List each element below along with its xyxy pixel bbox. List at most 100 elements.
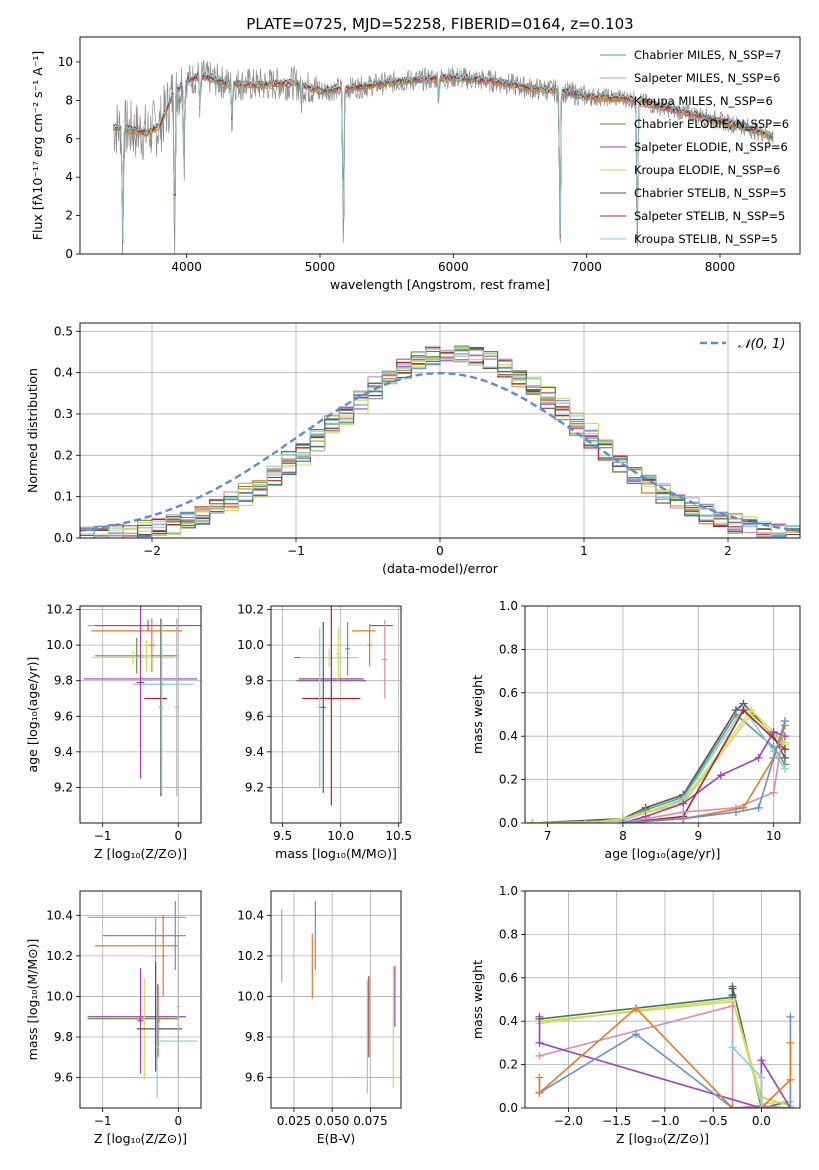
legend-label: Salpeter MILES, N_SSP=6 xyxy=(634,71,780,85)
x-axis-label: wavelength [Angstrom, rest frame] xyxy=(330,277,550,292)
x-tick-label: −1 xyxy=(94,1114,112,1128)
y-tick-label: 2 xyxy=(65,209,73,223)
x-tick-label: −1.5 xyxy=(602,1114,631,1128)
x-tick-label: 0 xyxy=(174,829,182,843)
axes-frame xyxy=(524,605,801,824)
y-axis-label: mass weight xyxy=(470,675,485,754)
mass-weight-marker xyxy=(754,803,763,812)
data-spectrum-line xyxy=(112,60,774,254)
mass-weight-marker xyxy=(581,819,590,823)
mass-weight-marker xyxy=(786,1104,795,1108)
mass-weight-line xyxy=(622,708,786,823)
legend-label: Kroupa MILES, N_SSP=6 xyxy=(634,94,773,108)
mass-weight-marker xyxy=(786,1012,795,1021)
x-tick-label: 1 xyxy=(580,544,588,558)
x-tick-label: 8000 xyxy=(705,260,736,274)
x-tick-label: 0 xyxy=(174,1114,182,1128)
y-tick-label: 0.0 xyxy=(499,1101,518,1115)
y-tick-label: 9.2 xyxy=(54,780,73,794)
x-axis-label: Z [log₁₀(Z/Z⊙)] xyxy=(94,1131,187,1146)
y-tick-label: 10.0 xyxy=(46,638,73,652)
x-tick-label: −2.0 xyxy=(554,1114,583,1128)
mass-weight-line xyxy=(532,713,786,823)
mass-weight-line xyxy=(532,713,786,823)
y-tick-label: 10.0 xyxy=(237,989,264,1003)
y-tick-label: 0.4 xyxy=(499,1014,518,1028)
x-tick-label: −1.0 xyxy=(650,1114,679,1128)
y-tick-label: 0.0 xyxy=(499,816,518,830)
y-tick-label: 9.6 xyxy=(245,1071,264,1085)
mass-weight-marker xyxy=(780,745,789,754)
x-tick-label: 0.050 xyxy=(315,1114,349,1128)
mass-weight-line xyxy=(731,1046,763,1108)
x-tick-label: 0.075 xyxy=(353,1114,387,1128)
mass-weight-marker xyxy=(728,984,737,993)
panel-mass-weight-vs-age: 7 8 9 10 0.0 0.2 0.4 0.6 0.8 1.0 age [log₁₀(age/yr… xyxy=(470,599,801,861)
y-tick-label: 9.6 xyxy=(245,709,264,723)
mass-weight-marker xyxy=(728,1104,737,1108)
x-axis-label: (data-model)/error xyxy=(382,561,499,576)
mass-weight-marker xyxy=(535,1038,544,1047)
mass-weight-marker xyxy=(769,727,778,736)
mass-weight-line xyxy=(532,708,786,823)
y-axis-label: mass [log₁₀(M/M⊙)] xyxy=(25,939,40,1061)
x-tick-label: 0.0 xyxy=(752,1114,771,1128)
y-tick-label: 10.4 xyxy=(237,908,264,922)
y-tick-label: 10.2 xyxy=(46,603,73,617)
mass-weight-marker xyxy=(757,1073,766,1082)
y-tick-label: 0.4 xyxy=(54,366,73,380)
y-tick-label: 9.2 xyxy=(245,780,264,794)
axes-frame xyxy=(79,890,202,1109)
x-tick-label: −1 xyxy=(287,544,305,558)
x-tick-label: 5000 xyxy=(305,260,336,274)
axes-frame xyxy=(524,890,801,1109)
plot-area xyxy=(112,60,774,254)
plot-area xyxy=(87,901,198,1098)
legend-label: Salpeter STELIB, N_SSP=5 xyxy=(634,209,785,223)
x-tick-label: 7000 xyxy=(571,260,602,274)
y-tick-label: 9.4 xyxy=(54,745,73,759)
mass-weight-marker xyxy=(786,1038,795,1047)
y-tick-label: 10 xyxy=(58,55,73,69)
mass-weight-marker xyxy=(739,706,748,715)
y-tick-label: 0.6 xyxy=(499,971,518,985)
y-tick-label: 10.2 xyxy=(237,949,264,963)
mass-weight-marker xyxy=(535,1088,544,1097)
mass-weight-marker xyxy=(528,819,537,823)
normal-distribution-curve xyxy=(80,371,800,532)
mass-weight-marker xyxy=(535,1073,544,1082)
plot-area xyxy=(281,901,396,1094)
y-tick-label: 9.4 xyxy=(245,745,264,759)
mass-weight-marker xyxy=(769,788,778,797)
mass-weight-marker xyxy=(728,1002,737,1011)
y-tick-label: 9.6 xyxy=(54,709,73,723)
mass-weight-marker xyxy=(780,717,789,726)
mass-weight-marker xyxy=(786,1075,795,1084)
y-tick-label: 0.8 xyxy=(499,927,518,941)
panel-age-vs-mass: 9.5 10.0 10.5 9.2 9.4 9.6 9.8 10.0 10.2 mass [log… xyxy=(237,603,412,861)
x-tick-label: 6000 xyxy=(438,260,469,274)
x-tick-label: 4000 xyxy=(171,260,202,274)
x-tick-label: 0.025 xyxy=(277,1114,311,1128)
y-tick-label: 10.0 xyxy=(46,989,73,1003)
figure-title: PLATE=0725, MJD=52258, FIBERID=0164, z=0… xyxy=(246,15,633,33)
plot-area xyxy=(294,606,393,806)
axes-frame xyxy=(79,605,202,824)
plot-area xyxy=(528,699,789,823)
axes-frame xyxy=(270,605,402,824)
mass-weight-marker xyxy=(535,1051,544,1060)
mass-weight-line xyxy=(539,1016,792,1108)
y-tick-label: 6 xyxy=(65,132,73,146)
mass-weight-marker xyxy=(728,1043,737,1052)
y-tick-label: 10.0 xyxy=(237,638,264,652)
mass-weight-marker xyxy=(731,808,740,817)
y-tick-label: 0.4 xyxy=(499,729,518,743)
x-tick-label: −0.5 xyxy=(699,1114,728,1128)
panel-age-vs-z: −1 0 9.2 9.4 9.6 9.8 10.0 10.2 Z [log₁₀(Z/Z⊙)] ag… xyxy=(25,603,202,861)
y-tick-label: 4 xyxy=(65,170,73,184)
y-tick-label: 0.2 xyxy=(54,448,73,462)
mass-weight-marker xyxy=(754,753,763,762)
y-tick-label: 0.3 xyxy=(54,407,73,421)
x-tick-label: 2 xyxy=(724,544,732,558)
